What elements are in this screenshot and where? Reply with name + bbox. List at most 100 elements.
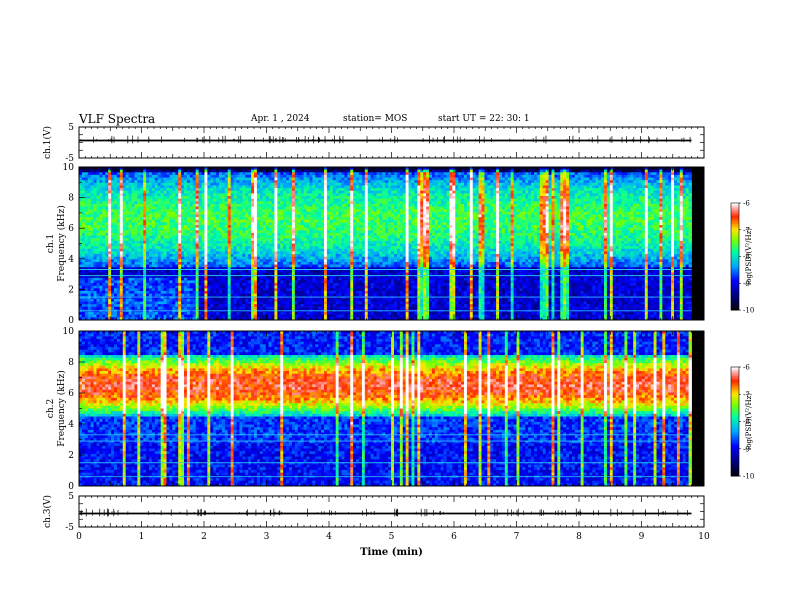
spectrogram-cell (522, 201, 526, 205)
spectrogram-cell (475, 211, 479, 215)
spectrogram-cell (420, 214, 424, 218)
spectrogram-cell (414, 167, 418, 171)
spectrogram-cell (128, 167, 132, 171)
spectrogram-cell (682, 211, 687, 215)
spectrogram-cell (612, 185, 617, 189)
spectrogram-cell (306, 214, 310, 218)
spectrogram-cell (233, 169, 237, 173)
spectrogram-cell (545, 222, 549, 226)
spectrogram-cell (90, 174, 94, 178)
spectrogram-cell (621, 167, 625, 171)
spectrogram-cell (601, 196, 605, 200)
spectrogram-cell (391, 182, 395, 186)
spectrogram-cell (536, 211, 541, 215)
spectrogram-cell (420, 182, 424, 186)
spectrogram-cell (271, 172, 275, 176)
spectrogram-cell (251, 209, 255, 213)
spectrogram-cell (265, 188, 269, 192)
spectrogram-cell (359, 201, 363, 205)
spectrogram-cell (627, 196, 631, 200)
spectrogram-cell (280, 217, 284, 221)
spectrogram-cell (487, 196, 491, 200)
spectrogram-cell (674, 201, 678, 205)
spectrogram-cell (668, 174, 672, 178)
spectrogram-cell (542, 169, 547, 173)
spectrogram-cell (204, 219, 208, 223)
spectrogram-cell (291, 174, 296, 178)
spectrogram-cell (571, 206, 576, 210)
spectrogram-cell (324, 201, 328, 205)
spectrogram-cell (566, 182, 570, 186)
spectrogram-cell (644, 206, 649, 210)
spectrogram-cell (359, 177, 363, 181)
spectrogram-cell (163, 225, 167, 229)
spectrogram-cell (499, 172, 503, 176)
spectrogram-cell (341, 193, 345, 197)
spectrogram-cell (551, 214, 555, 218)
spectrogram-cell (175, 174, 179, 178)
spectrogram-cell (175, 190, 179, 194)
spectrogram-cell (204, 185, 208, 189)
spectrogram-cell (496, 180, 500, 184)
spectrogram-cell (192, 198, 197, 202)
spectrogram-cell (551, 209, 555, 213)
spectrogram-cell (545, 201, 549, 205)
spectrogram-cell (630, 214, 634, 218)
spectrogram-cell (507, 180, 512, 184)
spectrogram-cell (545, 214, 549, 218)
spectrogram-cell (312, 196, 316, 200)
spectrogram-cell (96, 190, 100, 194)
spectrogram-cell (396, 198, 401, 202)
spectrogram-cell (105, 222, 109, 226)
spectrogram-cell (134, 182, 138, 186)
spectrogram-cell (119, 225, 124, 229)
spectrogram-cell (93, 172, 97, 176)
spectrogram-cell (589, 172, 593, 176)
spectrogram-cell (160, 188, 164, 192)
spectrogram-cell (265, 190, 269, 194)
spectrogram-cell (248, 167, 252, 171)
spectrogram-cell (665, 188, 669, 192)
spectrogram-cell (122, 169, 127, 173)
spectrogram-cell (178, 225, 182, 229)
spectrogram-cell (361, 211, 366, 215)
spectrogram-cell (318, 180, 322, 184)
spectrogram-cell (256, 174, 261, 178)
spectrogram-cell (676, 174, 681, 178)
spectrogram-cell (434, 167, 439, 171)
spectrogram-cell (151, 217, 156, 221)
spectrogram-cell (475, 167, 479, 171)
spectrogram-cell (324, 190, 328, 194)
spectrogram-cell (431, 214, 436, 218)
spectrogram-cell (259, 180, 264, 184)
spectrogram-cell (114, 201, 118, 205)
spectrogram-cell (213, 193, 217, 197)
spectrogram-cell (665, 219, 669, 223)
spectrogram-cell (114, 225, 118, 229)
spectrogram-cell (140, 182, 144, 186)
spectrogram-cell (604, 182, 608, 186)
spectrogram-cell (297, 190, 302, 194)
spectrogram-cell (99, 214, 103, 218)
spectrogram-cell (475, 222, 479, 226)
spectrogram-cell (116, 174, 121, 178)
spectrogram-cell (324, 217, 328, 221)
spectrogram-cell (545, 203, 549, 207)
spectrogram-cell (641, 201, 646, 205)
spectrogram-cell (210, 193, 214, 197)
spectrogram-cell (685, 211, 689, 215)
spectrogram-cell (265, 193, 269, 197)
spectrogram-cell (265, 169, 269, 173)
spectrogram-cell (189, 209, 194, 213)
spectrogram-cell (303, 214, 307, 218)
spectrogram-cell (647, 209, 652, 213)
spectrogram-cell (545, 219, 549, 223)
spectrogram-cell (213, 169, 217, 173)
spectrogram-cell (507, 182, 512, 186)
spectrogram-cell (461, 211, 465, 215)
spectrogram-cell (417, 217, 421, 221)
spectrogram-cell (268, 185, 272, 189)
spectrogram-cell (464, 188, 468, 192)
spectrogram-cell (192, 203, 197, 207)
spectrogram-cell (242, 174, 246, 178)
